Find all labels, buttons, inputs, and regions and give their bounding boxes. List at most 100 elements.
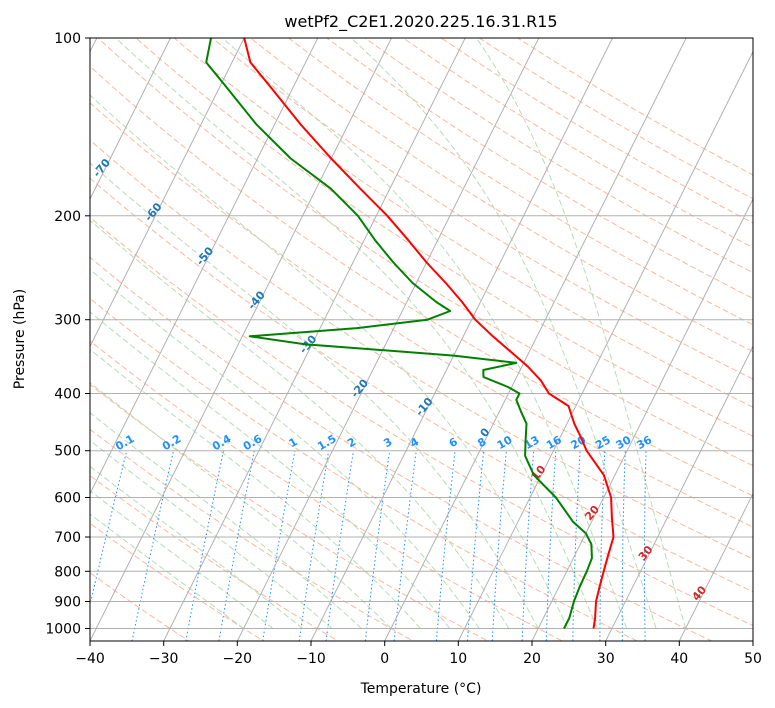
dry-adiabat — [325, 38, 753, 300]
mixing-ratio-label: 1 — [287, 435, 300, 450]
mixing-ratio-label: 0.2 — [160, 432, 183, 453]
x-tick-label: 30 — [597, 651, 615, 667]
x-tick-label: 50 — [744, 651, 762, 667]
moist-adiabat — [221, 38, 628, 629]
y-tick-label: 600 — [54, 491, 81, 507]
moist-adiabat — [90, 94, 569, 629]
dry-adiabat — [364, 38, 753, 274]
y-tick-label: 100 — [54, 31, 81, 47]
dry-adiabat — [90, 102, 753, 528]
plot-frame — [89, 37, 754, 642]
isotherm-line — [310, 38, 614, 641]
moist-adiabat — [90, 439, 333, 629]
isotherm-line — [236, 38, 540, 641]
mixing-ratio-label: 0.4 — [210, 432, 234, 453]
x-axis-ticks: −40 −30 −20 −10 0 10 20 30 40 50 — [75, 641, 762, 667]
mixing-ratio-lines — [90, 450, 647, 641]
mixing-ratio-line — [435, 450, 456, 641]
moist-adiabat — [350, 38, 657, 629]
y-tick-label: 900 — [54, 595, 81, 611]
isotherm-line — [752, 639, 753, 641]
isotherm-line — [457, 50, 753, 641]
mixing-ratio-label: 0.6 — [241, 432, 265, 453]
dry-adiabat — [516, 38, 753, 176]
isotherm-label: -80 — [39, 112, 62, 136]
moist-adiabat — [90, 382, 392, 629]
y-tick-label: 1000 — [45, 622, 81, 638]
isotherm-grid — [90, 38, 753, 641]
mixing-ratio-label: 30 — [614, 433, 634, 452]
isobar-grid — [90, 38, 753, 629]
x-tick-label: −30 — [149, 651, 179, 667]
moist-adiabat — [90, 311, 451, 629]
mixing-ratio-line — [90, 450, 128, 608]
isotherm-line — [90, 38, 393, 641]
isotherm-label: -90 — [0, 68, 10, 92]
dry-adiabat — [90, 177, 753, 593]
mixing-ratio-line — [491, 450, 507, 641]
x-tick-label: 0 — [380, 651, 389, 667]
mixing-ratio-label: 25 — [593, 433, 613, 452]
moist-adiabat — [90, 268, 480, 629]
dewpoint-profile-line — [205, 38, 593, 629]
isotherm-line — [90, 38, 172, 201]
y-tick-label: 500 — [54, 444, 81, 460]
dry-adiabat — [90, 256, 713, 641]
isotherm-line — [90, 38, 319, 495]
mixing-ratio-line — [393, 450, 417, 641]
mixing-ratio-line — [131, 450, 174, 641]
x-axis-label: Temperature (°C) — [360, 681, 482, 697]
mixing-ratio-line — [298, 450, 330, 641]
mixing-ratio-label: 1.5 — [315, 432, 338, 453]
temperature-profile-line — [243, 38, 615, 629]
dry-adiabat — [173, 38, 753, 408]
y-tick-label: 300 — [54, 313, 81, 329]
mixing-ratio-label: 10 — [495, 433, 515, 452]
x-tick-label: 40 — [670, 651, 688, 667]
mixing-ratio-line — [364, 450, 391, 641]
isotherm-line — [384, 38, 687, 641]
mixing-ratio-line — [545, 450, 557, 641]
x-tick-label: 10 — [449, 651, 467, 667]
moist-adiabat — [90, 465, 303, 629]
dry-adiabat — [90, 297, 639, 641]
dry-adiabats — [90, 38, 753, 641]
moist-adiabat — [90, 513, 244, 629]
mixing-ratio-label: 4 — [408, 435, 421, 450]
moist-adiabat — [90, 219, 510, 629]
moist-adiabat — [90, 348, 421, 629]
dry-adiabat — [287, 38, 753, 326]
moist-adiabat — [476, 38, 687, 629]
dry-adiabat — [90, 216, 753, 627]
y-tick-label: 800 — [54, 564, 81, 580]
dry-adiabat — [90, 428, 414, 641]
chart-title: wetPf2_C2E1.2020.225.16.31.R15 — [284, 12, 557, 32]
moist-adiabat — [90, 490, 274, 629]
x-tick-label: −10 — [296, 651, 326, 667]
dry-adiabat — [97, 38, 753, 467]
x-tick-label: −40 — [75, 651, 105, 667]
dry-adiabat — [90, 522, 265, 641]
dry-adiabat — [90, 139, 753, 560]
profile-series — [205, 38, 615, 629]
y-tick-label: 400 — [54, 387, 81, 403]
dry-adiabat — [90, 474, 340, 641]
mixing-ratio-line — [621, 450, 626, 641]
isotherm-line — [605, 345, 753, 641]
y-tick-label: 200 — [54, 209, 81, 225]
y-tick-label: 700 — [54, 530, 81, 546]
isopleth-labels: 0.10.20.40.611.52346810131620253036-100-… — [0, 68, 709, 603]
moist-adiabat — [90, 162, 539, 629]
isotherm-line — [678, 492, 753, 641]
dry-adiabat — [90, 572, 190, 641]
moist-adiabat — [90, 412, 362, 629]
dry-adiabat — [90, 383, 489, 641]
mixing-ratio-label: 36 — [634, 433, 654, 452]
mixing-ratio-label: 3 — [381, 435, 394, 450]
plot-area: 0.10.20.40.611.52346810131620253036-100-… — [0, 38, 753, 641]
dry-adiabat — [211, 38, 753, 380]
isotherm-line — [90, 38, 245, 348]
mixing-ratio-line — [466, 450, 485, 641]
x-tick-label: −20 — [223, 651, 253, 667]
